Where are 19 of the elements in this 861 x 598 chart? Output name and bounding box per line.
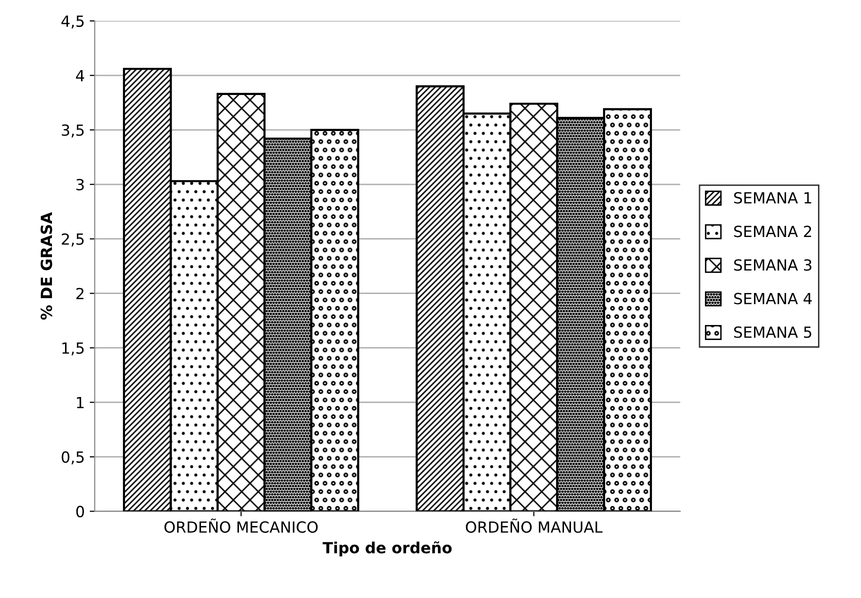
y-tick-label: 0 [76,506,84,518]
y-tick-label: 3,5 [62,124,84,138]
legend-label: SEMANA 5 [734,326,812,338]
x-tick-label: ORDEÑO MANUAL [466,518,603,533]
y-tick-label: 4,5 [61,16,84,29]
legend-label: SEMANA 3 [734,259,812,271]
y-tick-label: 3 [76,178,84,190]
legend-label: SEMANA 1 [734,192,812,204]
x-tick-label: ORDEÑO MECANICO [164,518,318,533]
y-tick-label: 4 [76,70,84,82]
legend-label: SEMANA 2 [734,226,812,238]
y-axis-title: % DE GRASA [40,212,52,320]
y-tick-label: 2 [76,288,84,300]
legend-label: SEMANA 4 [734,292,812,304]
x-axis-title: Tipo de ordeño [322,541,452,556]
y-tick-label: 2,5 [62,233,84,246]
y-tick-label: 1,5 [62,342,84,356]
y-tick-label: 0,5 [62,451,84,464]
y-tick-label: 1 [76,396,84,408]
